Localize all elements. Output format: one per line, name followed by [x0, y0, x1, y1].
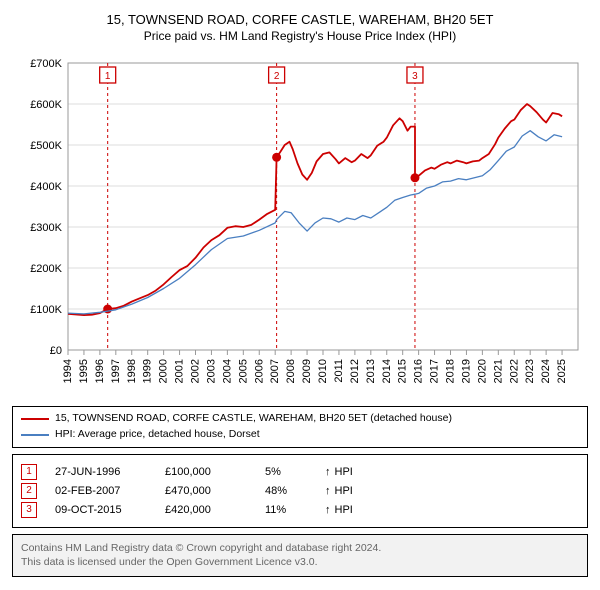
event-date: 09-OCT-2015: [55, 504, 165, 516]
chart-svg: £0 £100K £200K £300K £400K £500K £600K £700K 199…: [12, 53, 588, 398]
x-tick-label: 2000: [158, 359, 170, 383]
x-tick-label: 1995: [78, 359, 90, 383]
x-tick-label: 2019: [460, 359, 472, 383]
footer-line-1: Contains HM Land Registry data © Crown c…: [21, 541, 579, 556]
svg-text:£700K: £700K: [30, 58, 62, 70]
event-marker: 3: [21, 502, 37, 518]
x-tick-label: 2017: [429, 359, 441, 383]
x-tick-label: 2025: [556, 359, 568, 383]
svg-text:£600K: £600K: [30, 99, 62, 111]
event-pct: 11%: [265, 504, 325, 516]
x-tick-label: 2023: [524, 359, 536, 383]
event-price: £420,000: [165, 504, 265, 516]
x-tick-label: 2001: [174, 359, 186, 383]
event-marker: 2: [21, 483, 37, 499]
legend-item: HPI: Average price, detached house, Dors…: [21, 427, 579, 443]
x-tick-label: 2010: [317, 359, 329, 383]
x-tick-label: 2020: [476, 359, 488, 383]
x-tick-label: 1998: [126, 359, 138, 383]
event-row: 2 02-FEB-2007£470,00048%↑ HPI: [21, 483, 579, 499]
svg-text:£500K: £500K: [30, 140, 62, 152]
event-date: 27-JUN-1996: [55, 466, 165, 478]
legend: 15, TOWNSEND ROAD, CORFE CASTLE, WAREHAM…: [12, 406, 588, 448]
x-tick-label: 2008: [285, 359, 297, 383]
event-suffix: HPI: [335, 485, 353, 497]
x-tick-label: 1996: [94, 359, 106, 383]
arrow-up-icon: ↑: [325, 504, 331, 516]
event-price: £470,000: [165, 485, 265, 497]
x-tick-label: 2005: [237, 359, 249, 383]
event-suffix: HPI: [335, 504, 353, 516]
x-tick-label: 2007: [269, 359, 281, 383]
arrow-up-icon: ↑: [325, 466, 331, 478]
x-tick-label: 2015: [397, 359, 409, 383]
x-tick-label: 2012: [349, 359, 361, 383]
legend-label: 15, TOWNSEND ROAD, CORFE CASTLE, WAREHAM…: [55, 411, 452, 427]
x-tick-label: 2016: [413, 359, 425, 383]
x-tick-label: 2009: [301, 359, 313, 383]
title-line-2: Price paid vs. HM Land Registry's House …: [12, 29, 588, 43]
legend-swatch: [21, 418, 49, 420]
event-row: 1 27-JUN-1996£100,0005%↑ HPI: [21, 464, 579, 480]
legend-swatch: [21, 434, 49, 436]
x-tick-label: 1994: [62, 359, 74, 383]
x-tick-label: 2003: [205, 359, 217, 383]
svg-text:£400K: £400K: [30, 181, 62, 193]
svg-text:2: 2: [274, 71, 280, 82]
svg-text:3: 3: [412, 71, 418, 82]
x-tick-label: 1999: [142, 359, 154, 383]
event-marker: 1: [21, 464, 37, 480]
x-tick-label: 2013: [365, 359, 377, 383]
event-pct: 5%: [265, 466, 325, 478]
price-chart: £0 £100K £200K £300K £400K £500K £600K £700K 199…: [12, 53, 588, 398]
x-tick-label: 1997: [110, 359, 122, 383]
x-tick-label: 2006: [253, 359, 265, 383]
event-suffix: HPI: [335, 466, 353, 478]
footer-line-2: This data is licensed under the Open Gov…: [21, 555, 579, 570]
events-table: 127-JUN-1996£100,0005%↑HPI202-FEB-2007£4…: [12, 454, 588, 528]
x-tick-label: 2002: [190, 359, 202, 383]
arrow-up-icon: ↑: [325, 485, 331, 497]
svg-text:1: 1: [105, 71, 111, 82]
series-subject: [68, 104, 562, 315]
title-line-1: 15, TOWNSEND ROAD, CORFE CASTLE, WAREHAM…: [12, 12, 588, 27]
series-hpi: [68, 131, 562, 314]
footer-attribution: Contains HM Land Registry data © Crown c…: [12, 534, 588, 577]
legend-label: HPI: Average price, detached house, Dors…: [55, 427, 260, 443]
event-date: 02-FEB-2007: [55, 485, 165, 497]
x-tick-label: 2021: [492, 359, 504, 383]
event-pct: 48%: [265, 485, 325, 497]
event-price: £100,000: [165, 466, 265, 478]
x-tick-label: 2024: [540, 359, 552, 383]
x-tick-label: 2014: [381, 359, 393, 383]
svg-text:£300K: £300K: [30, 222, 62, 234]
svg-text:£200K: £200K: [30, 263, 62, 275]
svg-text:£0: £0: [50, 345, 62, 357]
event-row: 3 09-OCT-2015£420,00011%↑ HPI: [21, 502, 579, 518]
x-tick-label: 2011: [333, 359, 345, 383]
x-tick-label: 2018: [445, 359, 457, 383]
x-tick-label: 2004: [221, 359, 233, 383]
legend-item: 15, TOWNSEND ROAD, CORFE CASTLE, WAREHAM…: [21, 411, 579, 427]
x-tick-label: 2022: [508, 359, 520, 383]
svg-text:£100K: £100K: [30, 304, 62, 316]
